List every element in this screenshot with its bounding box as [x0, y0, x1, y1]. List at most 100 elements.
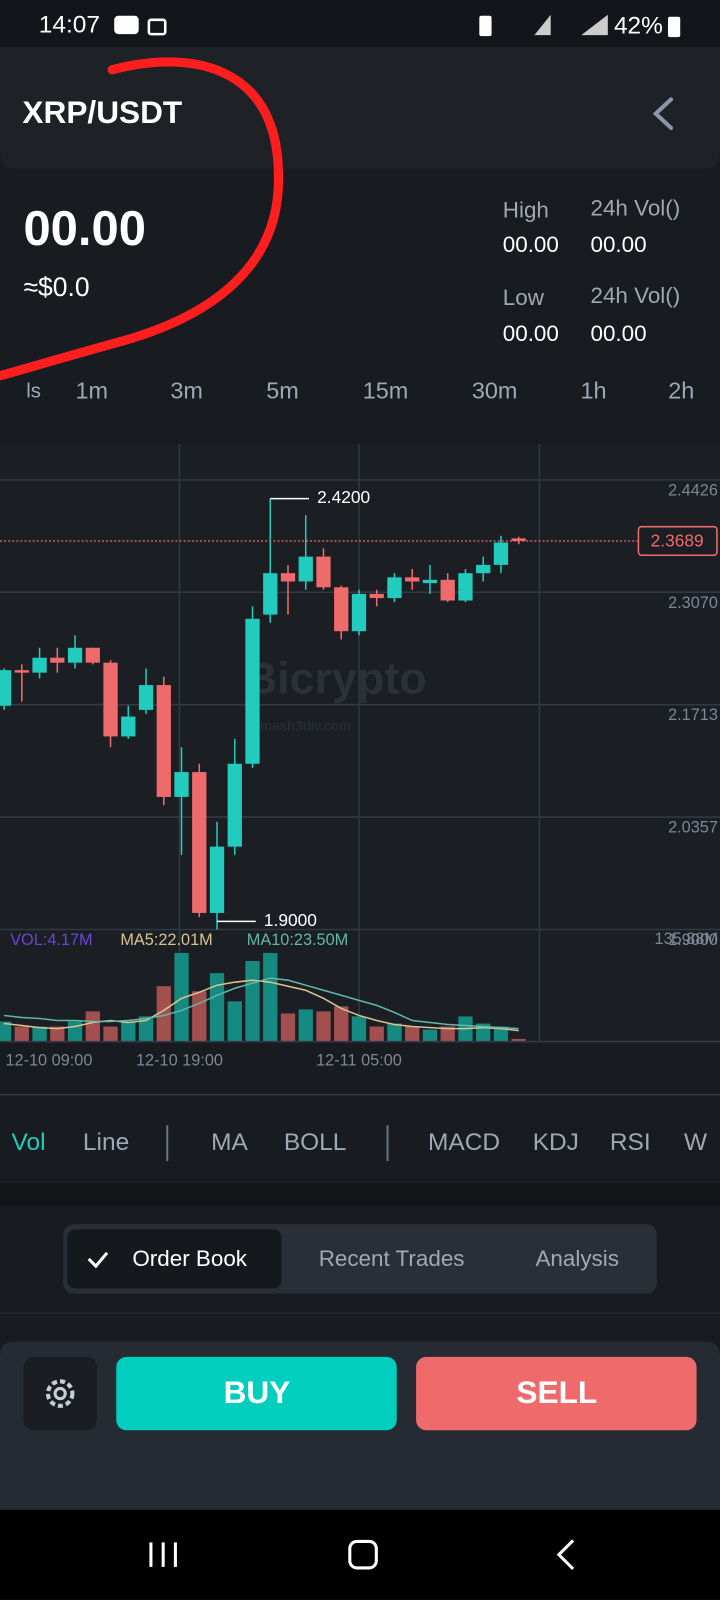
indicator-tab[interactable]: KDJ	[533, 1129, 579, 1156]
candle-body	[209, 846, 225, 913]
indicator-tab[interactable]: W	[684, 1129, 708, 1156]
volume-bar	[334, 1006, 349, 1042]
volume-bar	[50, 1026, 65, 1042]
status-bar	[0, 0, 720, 48]
buy-label[interactable]: BUY	[224, 1374, 291, 1410]
candle-body	[458, 573, 473, 601]
candle-body	[387, 577, 402, 599]
candle-body	[85, 647, 100, 663]
tab[interactable]: Analysis	[535, 1246, 619, 1271]
candle-body	[245, 618, 260, 764]
candle-body	[263, 573, 278, 615]
sell-label[interactable]: SELL	[516, 1374, 597, 1410]
y-tick-label: 1.9000	[668, 931, 718, 949]
battery-level: 42%	[614, 12, 663, 39]
stat-value: 00.00	[503, 321, 559, 346]
volume-legend: VOL:4.17M	[10, 931, 92, 949]
volume-bar	[192, 991, 207, 1042]
interval-tab[interactable]: 15m	[363, 377, 409, 403]
last-price-box	[637, 525, 718, 556]
youtube-icon	[114, 15, 139, 35]
nav-bar	[0, 1509, 720, 1600]
signal-bars	[534, 14, 608, 36]
candle-body	[476, 564, 491, 574]
stat-value: 00.00	[590, 321, 646, 346]
price: 00.00	[23, 202, 145, 256]
candle-body	[493, 542, 509, 565]
candle-body	[298, 556, 313, 582]
y-tick-label: 2.0357	[668, 819, 718, 837]
indicator-tab[interactable]: Line	[83, 1129, 129, 1156]
candle-body	[405, 577, 420, 582]
home-button[interactable]	[348, 1539, 378, 1570]
volume-bar	[245, 961, 260, 1042]
candle-body	[440, 579, 455, 601]
sell-button[interactable]	[416, 1356, 697, 1431]
x-tick-label: 12-10 19:00	[136, 1051, 223, 1069]
volume-bar	[209, 973, 225, 1042]
candle-body	[192, 772, 207, 913]
gear-icon	[45, 1379, 75, 1408]
candle-body	[316, 556, 331, 588]
indicator-tab[interactable]: MACD	[428, 1129, 500, 1156]
volume-bar	[387, 1023, 402, 1042]
volume-legend: MA5:22.01M	[120, 931, 212, 949]
volume-bar	[493, 1026, 509, 1042]
y-tick-label: 2.1713	[668, 706, 718, 724]
volume-bar	[0, 1021, 12, 1042]
volume-bar	[298, 1009, 313, 1042]
tab[interactable]: Recent Trades	[319, 1246, 465, 1271]
battery-icon	[667, 16, 681, 38]
volume-bar	[227, 1001, 242, 1042]
recents-button[interactable]	[149, 1542, 177, 1567]
tab[interactable]: Order Book	[132, 1246, 247, 1271]
candle-body	[0, 670, 12, 706]
candle-body	[227, 763, 242, 847]
volume-bar	[67, 1021, 83, 1042]
interval-tab[interactable]: 2h	[668, 377, 694, 403]
pair-title: XRP/USDT	[22, 94, 182, 130]
status-time: 14:07	[39, 11, 100, 38]
interval-tab[interactable]: ls	[26, 380, 41, 402]
volume-bar	[511, 1038, 526, 1042]
volume-legend: MA10:23.50M	[247, 931, 348, 949]
candle-body	[511, 538, 526, 541]
indicator-tab[interactable]: Vol	[12, 1129, 46, 1156]
volume-bar	[316, 1011, 331, 1042]
back-button[interactable]	[652, 97, 674, 130]
lock-icon	[147, 18, 167, 36]
chart: Bicrypto mash3div.com 2.4426 2.3070 2.1713 2.…	[0, 444, 720, 1069]
interval-tab[interactable]: 1h	[581, 377, 607, 403]
stat-label: High	[503, 197, 549, 222]
candle-body	[121, 716, 136, 737]
volume-bar	[263, 952, 278, 1042]
high-marker-label: 2.4200	[317, 487, 370, 507]
candle-body	[334, 587, 349, 632]
gear-icon	[53, 1386, 67, 1401]
annotation-circle	[0, 57, 284, 381]
settings-button[interactable]	[23, 1356, 97, 1431]
buy-button[interactable]	[116, 1356, 397, 1431]
interval-tab[interactable]: 1m	[76, 377, 109, 403]
interval-tab[interactable]: 5m	[266, 377, 299, 403]
indicator-tab[interactable]: MA	[211, 1129, 248, 1156]
candle-body	[156, 685, 171, 797]
interval-tab[interactable]: 30m	[472, 377, 518, 403]
indicator-tab[interactable]: RSI	[610, 1129, 651, 1156]
low-marker-label: 1.9000	[264, 910, 317, 930]
x-tick-label: 12-11 05:00	[316, 1051, 402, 1069]
candle-body	[280, 573, 296, 582]
candle-body	[67, 647, 83, 663]
tab-selected[interactable]	[67, 1229, 282, 1289]
candle-body	[14, 670, 29, 673]
nav-back-button[interactable]	[556, 1539, 575, 1571]
stat-label: 24h Vol()	[590, 195, 680, 220]
indicator-tab[interactable]: BOLL	[284, 1129, 347, 1156]
x-tick-label: 12-10 09:00	[5, 1051, 92, 1069]
candle-body	[50, 657, 65, 663]
watermark: mash3div.com	[260, 718, 351, 734]
interval-tab[interactable]: 3m	[170, 377, 203, 403]
candle-body	[422, 579, 438, 584]
volume-bar	[422, 1029, 438, 1042]
